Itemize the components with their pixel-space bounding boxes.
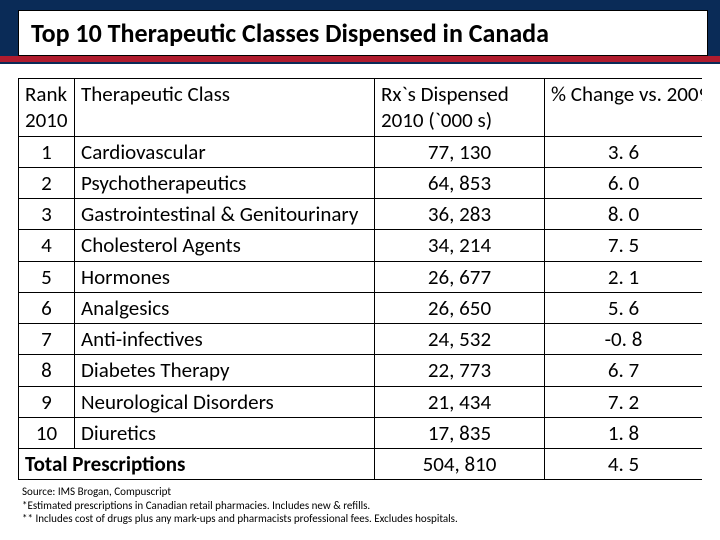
cell-class: Diuretics xyxy=(75,417,375,448)
table-header-row: Rank 2010 Therapeutic Class Rx`s Dispens… xyxy=(19,79,703,137)
cell-rx: 22, 773 xyxy=(375,355,545,386)
cell-class: Anti-infectives xyxy=(75,324,375,355)
cell-rx: 17, 835 xyxy=(375,417,545,448)
cell-class: Hormones xyxy=(75,261,375,292)
footnote-line: *Estimated prescriptions in Canadian ret… xyxy=(22,499,706,513)
cell-rank: 3 xyxy=(19,199,75,230)
cell-change: 1. 8 xyxy=(545,417,703,448)
cell-rx: 26, 650 xyxy=(375,292,545,323)
cell-rx: 34, 214 xyxy=(375,230,545,261)
cell-rank: 4 xyxy=(19,230,75,261)
table-row: 5 Hormones 26, 677 2. 1 xyxy=(19,261,703,292)
cell-change: 8. 0 xyxy=(545,199,703,230)
page-title: Top 10 Therapeutic Classes Dispensed in … xyxy=(31,17,549,49)
slide: Top 10 Therapeutic Classes Dispensed in … xyxy=(0,0,720,540)
cell-rank: 5 xyxy=(19,261,75,292)
cell-change: 6. 7 xyxy=(545,355,703,386)
table-row: 3 Gastrointestinal & Genitourinary 36, 2… xyxy=(19,199,703,230)
data-table-wrap: Rank 2010 Therapeutic Class Rx`s Dispens… xyxy=(18,78,702,486)
cell-class: Cholesterol Agents xyxy=(75,230,375,261)
col-header-change: % Change vs. 2009 xyxy=(545,79,703,137)
cell-class: Analgesics xyxy=(75,292,375,323)
header-accent-stripe xyxy=(0,56,720,62)
table-row: 4 Cholesterol Agents 34, 214 7. 5 xyxy=(19,230,703,261)
cell-change: 7. 5 xyxy=(545,230,703,261)
cell-total-rx: 504, 810 xyxy=(375,449,545,480)
table-row: 8 Diabetes Therapy 22, 773 6. 7 xyxy=(19,355,703,386)
table-row: 9 Neurological Disorders 21, 434 7. 2 xyxy=(19,386,703,417)
table-total-row: Total Prescriptions 504, 810 4. 5 xyxy=(19,449,703,480)
cell-rx: 24, 532 xyxy=(375,324,545,355)
col-header-rank: Rank 2010 xyxy=(19,79,75,137)
cell-change: 3. 6 xyxy=(545,136,703,167)
cell-change: 6. 0 xyxy=(545,167,703,198)
cell-rank: 8 xyxy=(19,355,75,386)
cell-rank: 1 xyxy=(19,136,75,167)
cell-class: Diabetes Therapy xyxy=(75,355,375,386)
table-row: 1 Cardiovascular 77, 130 3. 6 xyxy=(19,136,703,167)
cell-change: -0. 8 xyxy=(545,324,703,355)
cell-class: Gastrointestinal & Genitourinary xyxy=(75,199,375,230)
cell-rank: 7 xyxy=(19,324,75,355)
footnote: Source: IMS Brogan, Compuscript *Estimat… xyxy=(18,481,710,532)
cell-rank: 10 xyxy=(19,417,75,448)
cell-class: Cardiovascular xyxy=(75,136,375,167)
col-header-rx: Rx`s Dispensed 2010 (`000 s) xyxy=(375,79,545,137)
cell-rx: 77, 130 xyxy=(375,136,545,167)
therapeutic-classes-table: Rank 2010 Therapeutic Class Rx`s Dispens… xyxy=(18,78,702,480)
footnote-line: ** Includes cost of drugs plus any mark-… xyxy=(22,512,706,526)
cell-rank: 2 xyxy=(19,167,75,198)
table-row: 2 Psychotherapeutics 64, 853 6. 0 xyxy=(19,167,703,198)
cell-change: 2. 1 xyxy=(545,261,703,292)
cell-change: 5. 6 xyxy=(545,292,703,323)
cell-rank: 6 xyxy=(19,292,75,323)
footnote-line: Source: IMS Brogan, Compuscript xyxy=(22,485,706,499)
cell-rx: 36, 283 xyxy=(375,199,545,230)
title-box: Top 10 Therapeutic Classes Dispensed in … xyxy=(18,10,708,56)
cell-rx: 26, 677 xyxy=(375,261,545,292)
table-row: 10 Diuretics 17, 835 1. 8 xyxy=(19,417,703,448)
cell-total-label: Total Prescriptions xyxy=(19,449,375,480)
col-header-class: Therapeutic Class xyxy=(75,79,375,137)
cell-total-change: 4. 5 xyxy=(545,449,703,480)
cell-rx: 21, 434 xyxy=(375,386,545,417)
cell-rank: 9 xyxy=(19,386,75,417)
cell-class: Neurological Disorders xyxy=(75,386,375,417)
cell-rx: 64, 853 xyxy=(375,167,545,198)
cell-class: Psychotherapeutics xyxy=(75,167,375,198)
cell-change: 7. 2 xyxy=(545,386,703,417)
table-row: 6 Analgesics 26, 650 5. 6 xyxy=(19,292,703,323)
table-row: 7 Anti-infectives 24, 532 -0. 8 xyxy=(19,324,703,355)
